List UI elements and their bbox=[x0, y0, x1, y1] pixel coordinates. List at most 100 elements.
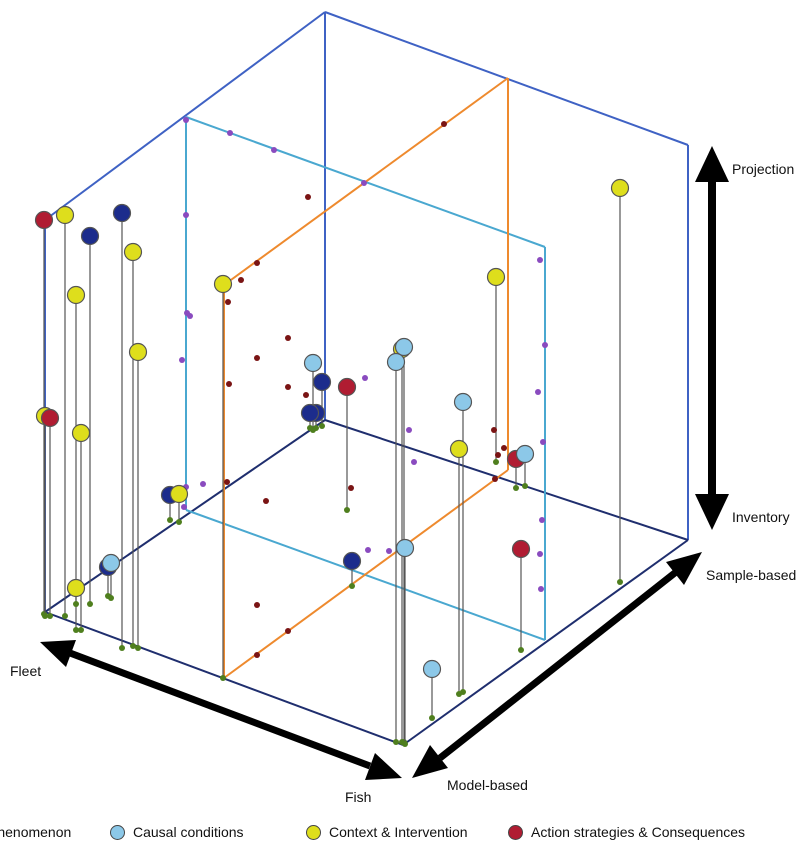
ground-dot bbox=[42, 613, 48, 619]
vertical-arrow bbox=[695, 146, 729, 530]
ground-dot bbox=[349, 583, 355, 589]
data-points bbox=[34, 178, 630, 679]
projection-label: Projection bbox=[732, 161, 794, 177]
ground-dot bbox=[319, 423, 325, 429]
causal-point bbox=[303, 353, 323, 373]
sample-based-label: Sample-based bbox=[706, 567, 796, 583]
maroon-dot bbox=[254, 602, 260, 608]
purple-dot bbox=[362, 375, 368, 381]
model-based-label: Model-based bbox=[447, 777, 528, 793]
maroon-dot bbox=[224, 479, 230, 485]
ground-dot bbox=[402, 741, 408, 747]
ground-dot bbox=[176, 519, 182, 525]
causal-point bbox=[395, 538, 415, 558]
legend-swatch-action bbox=[508, 824, 523, 840]
phenomenon-point bbox=[112, 203, 132, 223]
ground-dot bbox=[108, 595, 114, 601]
purple-dot bbox=[537, 257, 543, 263]
ground-dot bbox=[456, 691, 462, 697]
purple-dot bbox=[361, 180, 367, 186]
purple-dot bbox=[179, 357, 185, 363]
maroon-dot bbox=[238, 277, 244, 283]
context-point bbox=[66, 285, 86, 305]
ground-dot bbox=[313, 425, 319, 431]
purple-dot bbox=[540, 439, 546, 445]
ground-dot bbox=[87, 601, 93, 607]
purple-dot bbox=[535, 389, 541, 395]
purple-dot bbox=[539, 517, 545, 523]
phenomenon-point bbox=[80, 226, 100, 246]
action-point bbox=[511, 539, 531, 559]
maroon-dot bbox=[254, 652, 260, 658]
purple-dot bbox=[183, 117, 189, 123]
purple-dot bbox=[365, 547, 371, 553]
ground-dot bbox=[344, 507, 350, 513]
maroon-dot bbox=[285, 384, 291, 390]
context-point bbox=[486, 267, 506, 287]
purple-dot bbox=[183, 212, 189, 218]
maroon-dot bbox=[254, 260, 260, 266]
maroon-dot bbox=[491, 427, 497, 433]
ground-dot bbox=[513, 485, 519, 491]
maroon-dot bbox=[441, 121, 447, 127]
point-stems bbox=[41, 188, 623, 747]
purple-dot bbox=[187, 313, 193, 319]
causal-point bbox=[386, 352, 406, 372]
ground-dot bbox=[493, 459, 499, 465]
maroon-dot bbox=[492, 476, 498, 482]
causal-point bbox=[453, 392, 473, 412]
legend-item-context: Context & Intervention bbox=[306, 824, 468, 840]
legend-swatch-causal bbox=[110, 824, 125, 840]
maroon-dot bbox=[226, 381, 232, 387]
maroon-dot bbox=[495, 452, 501, 458]
legend-label-causal: Causal conditions bbox=[133, 824, 244, 840]
context-point bbox=[610, 178, 630, 198]
maroon-dot bbox=[225, 299, 231, 305]
causal-point bbox=[515, 444, 535, 464]
maroon-dot bbox=[285, 335, 291, 341]
maroon-dot bbox=[254, 355, 260, 361]
inventory-label: Inventory bbox=[732, 509, 790, 525]
action-point bbox=[40, 408, 60, 428]
context-point bbox=[66, 578, 86, 598]
ground-dot bbox=[73, 627, 79, 633]
context-point bbox=[213, 274, 233, 294]
left-diagonal-arrow bbox=[40, 640, 402, 780]
ground-dot bbox=[47, 613, 53, 619]
ground-dot bbox=[119, 645, 125, 651]
fish-label: Fish bbox=[345, 789, 371, 805]
purple-dot bbox=[406, 427, 412, 433]
ground-dot bbox=[522, 483, 528, 489]
ground-dot bbox=[617, 579, 623, 585]
ground-dot bbox=[393, 739, 399, 745]
fleet-label: Fleet bbox=[10, 663, 41, 679]
ground-dot bbox=[130, 643, 136, 649]
maroon-dot bbox=[305, 194, 311, 200]
maroon-dot bbox=[263, 498, 269, 504]
context-point bbox=[71, 423, 91, 443]
ground-dot bbox=[518, 647, 524, 653]
ground-dot bbox=[78, 627, 84, 633]
maroon-dot bbox=[303, 392, 309, 398]
legend-swatch-context bbox=[306, 824, 321, 840]
causal-point bbox=[394, 337, 414, 357]
purple-dot bbox=[200, 481, 206, 487]
causal-point bbox=[422, 659, 442, 679]
maroon-dot bbox=[348, 485, 354, 491]
ground-dot bbox=[62, 613, 68, 619]
legend-label-phenomenon: Phenomenon bbox=[0, 824, 72, 840]
ground-dot bbox=[167, 517, 173, 523]
ground-dot bbox=[220, 675, 226, 681]
purple-dot bbox=[537, 551, 543, 557]
outer-box bbox=[44, 11, 689, 612]
small-dots bbox=[179, 117, 548, 658]
context-point bbox=[123, 242, 143, 262]
context-point bbox=[449, 439, 469, 459]
legend-item-phenomenon: Phenomenon bbox=[0, 824, 71, 840]
context-point bbox=[169, 484, 189, 504]
purple-dot bbox=[542, 342, 548, 348]
maroon-dot bbox=[501, 445, 507, 451]
legend-label-context: Context & Intervention bbox=[329, 824, 468, 840]
purple-dot bbox=[271, 147, 277, 153]
